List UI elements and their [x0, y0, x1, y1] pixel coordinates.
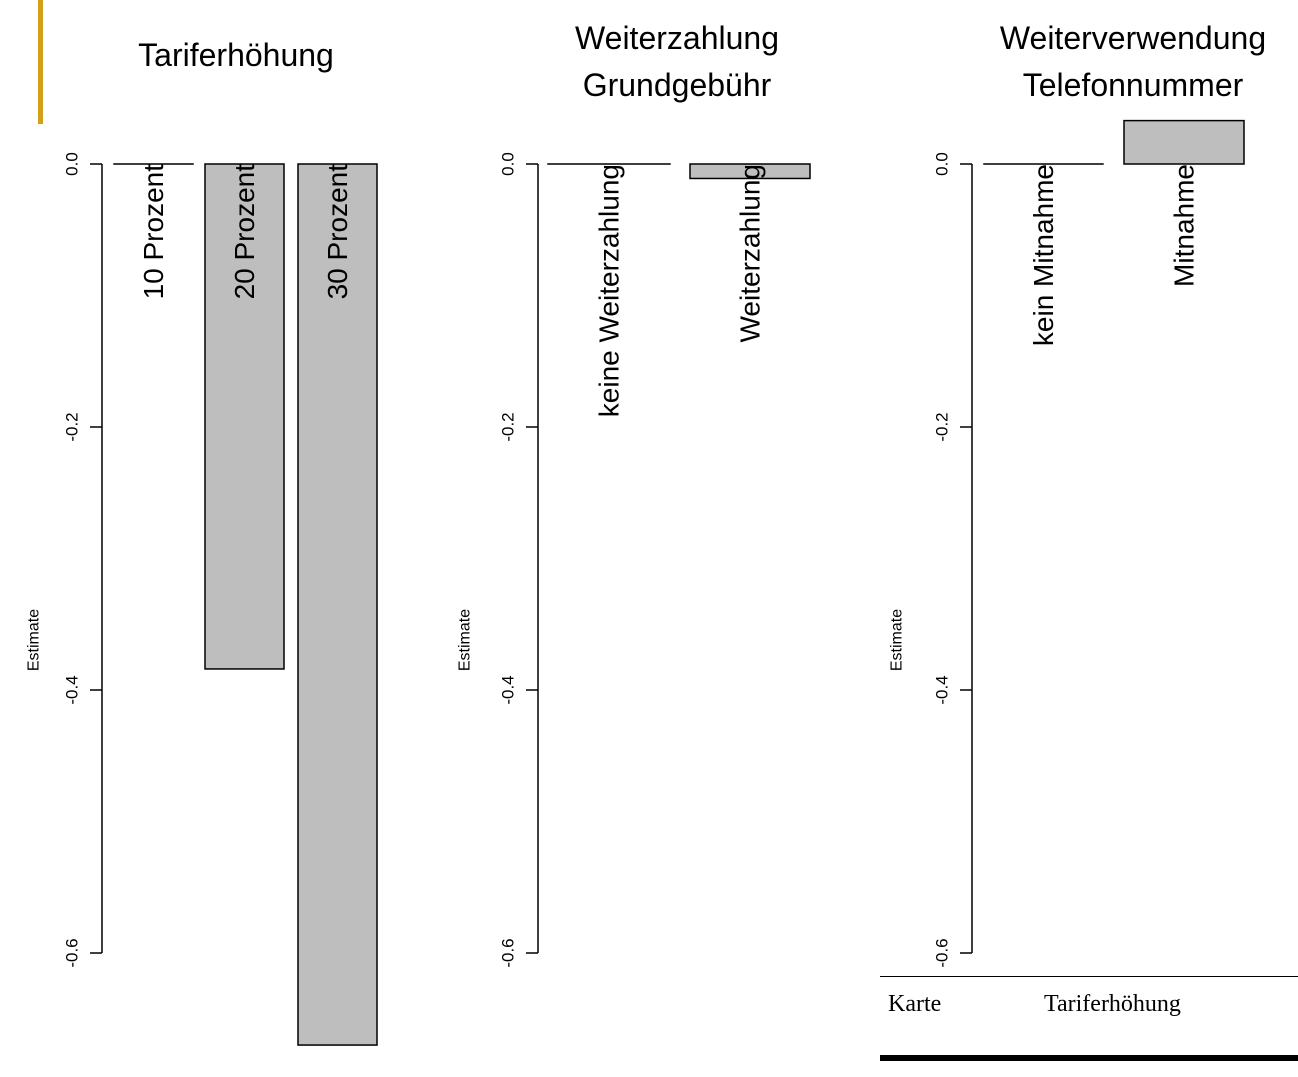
- chart-2-y-tick-label: -0.6: [499, 938, 518, 967]
- chart-1-category-label: 30 Prozent: [322, 164, 353, 300]
- chart-2-y-axis-label: Estimate: [457, 609, 474, 671]
- chart-3-bar: [1123, 119, 1245, 165]
- chart-1-y-tick-label: 0.0: [63, 152, 82, 176]
- chart-2-y-tick-label: 0.0: [499, 152, 518, 176]
- chart-1-bar: [297, 163, 378, 1046]
- table-bottom-rule: [880, 1055, 1298, 1061]
- table-top-rule: [880, 976, 1298, 977]
- chart-2-y-tick-label: -0.4: [499, 675, 518, 704]
- chart-2-bar: [689, 163, 811, 180]
- chart-3-category-label: kein Mitnahme: [1028, 164, 1059, 346]
- chart-1-category-label: 10 Prozent: [138, 164, 169, 300]
- chart-1-category-label: 20 Prozent: [229, 164, 260, 300]
- chart-3-y-tick-label: -0.2: [933, 412, 952, 441]
- chart-2-category-label: Weiterzahlung: [735, 164, 766, 342]
- table-header-karte: Karte: [888, 991, 942, 1017]
- chart-1-y-tick-label: -0.6: [63, 938, 82, 967]
- chart-2-y-tick-label: -0.2: [499, 412, 518, 441]
- chart-3-title: Weiterverwendung: [1000, 20, 1266, 56]
- accent-bar: [38, 0, 43, 124]
- chart-3-y-tick-label: -0.6: [933, 938, 952, 967]
- chart-3-y-axis-label: Estimate: [889, 609, 906, 671]
- chart-1-title: Tariferhöhung: [138, 37, 334, 73]
- table-header-tariferhoehung: Tariferhöhung: [1044, 991, 1181, 1017]
- chart-3-y-tick-label: 0.0: [933, 152, 952, 176]
- chart-3-title: Telefonnummer: [1023, 67, 1244, 103]
- chart-1-y-axis-label: Estimate: [26, 609, 43, 671]
- table-fragment: Karte Tariferhöhung: [880, 976, 1298, 1077]
- chart-1-bar: [204, 163, 285, 670]
- chart-2-category-label: keine Weiterzahlung: [594, 164, 625, 417]
- chart-1-y-tick-label: -0.2: [63, 412, 82, 441]
- chart-3-category-label: Mitnahme: [1169, 164, 1200, 287]
- chart-2-title: Weiterzahlung: [575, 20, 779, 56]
- chart-1-y-tick-label: -0.4: [63, 675, 82, 704]
- chart-2-title: Grundgebühr: [583, 67, 772, 103]
- chart-3-y-tick-label: -0.4: [933, 675, 952, 704]
